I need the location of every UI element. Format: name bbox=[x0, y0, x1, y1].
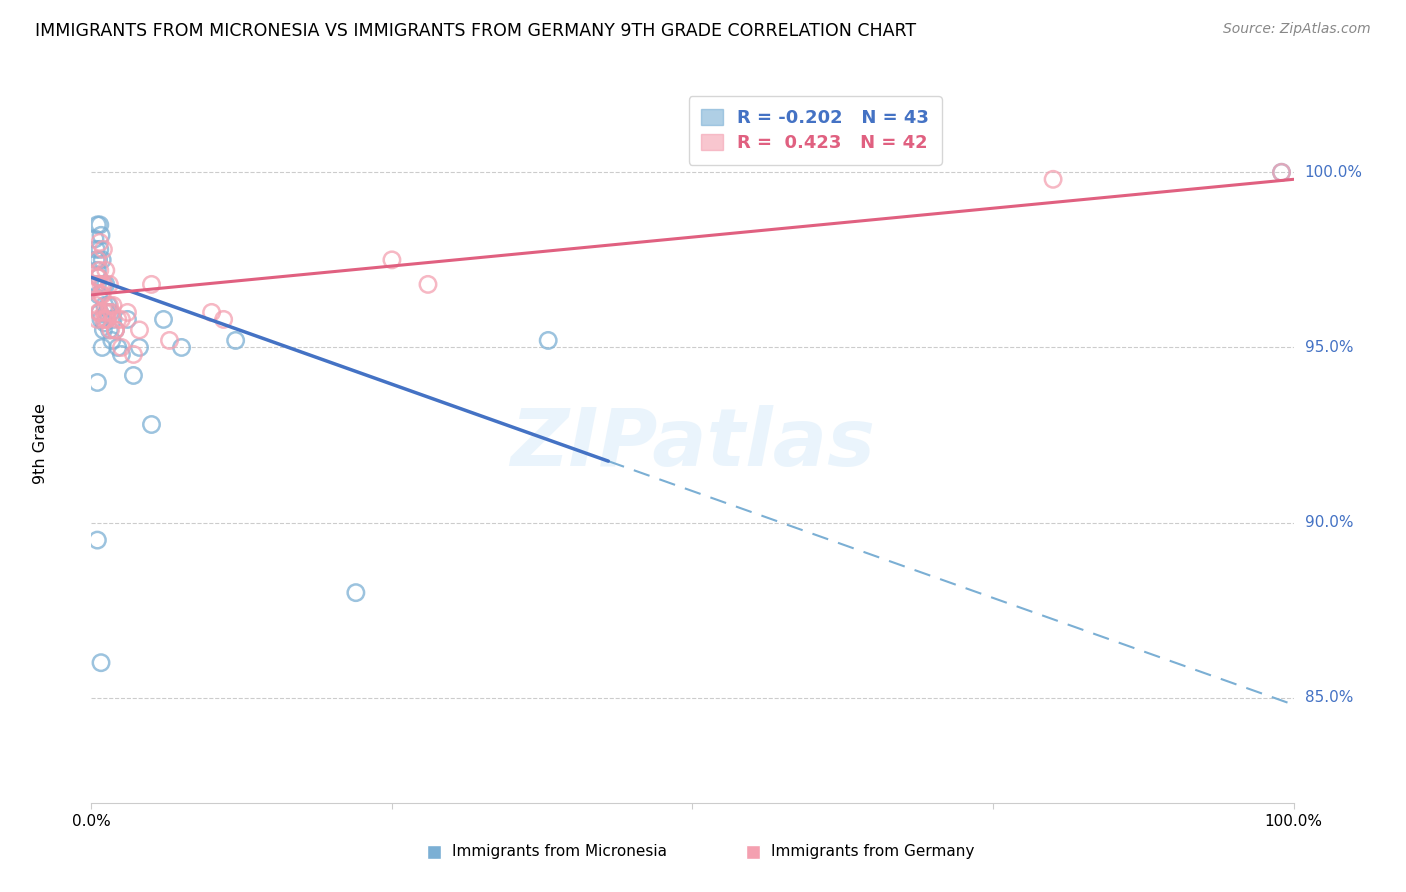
Point bbox=[86, 270, 108, 285]
Point bbox=[128, 341, 150, 355]
Point bbox=[170, 341, 193, 355]
Point bbox=[93, 323, 115, 337]
Point bbox=[90, 656, 112, 670]
Point bbox=[104, 323, 127, 337]
Point bbox=[381, 252, 404, 267]
Point bbox=[86, 533, 108, 547]
Text: 85.0%: 85.0% bbox=[1305, 690, 1353, 706]
Point bbox=[84, 232, 107, 246]
Text: 95.0%: 95.0% bbox=[1305, 340, 1353, 355]
Point bbox=[98, 277, 121, 292]
Point bbox=[416, 277, 439, 292]
Point bbox=[86, 263, 108, 277]
Point bbox=[101, 312, 124, 326]
Point bbox=[87, 252, 110, 267]
Point bbox=[104, 323, 127, 337]
Text: ZIPatlas: ZIPatlas bbox=[510, 405, 875, 483]
Point bbox=[122, 368, 145, 383]
Point bbox=[344, 585, 367, 599]
Point bbox=[152, 312, 174, 326]
Point bbox=[107, 341, 129, 355]
Point bbox=[117, 312, 139, 326]
Text: 90.0%: 90.0% bbox=[1305, 515, 1353, 530]
Point bbox=[93, 312, 115, 326]
Point bbox=[159, 334, 181, 348]
Point bbox=[98, 323, 121, 337]
Point bbox=[97, 305, 120, 319]
Point bbox=[86, 252, 108, 267]
Point bbox=[89, 263, 111, 277]
Point bbox=[90, 312, 112, 326]
Point bbox=[89, 218, 111, 232]
Point bbox=[100, 323, 122, 337]
Point bbox=[93, 316, 115, 330]
Point bbox=[110, 347, 132, 361]
Point bbox=[101, 298, 124, 312]
Point bbox=[94, 312, 117, 326]
Point bbox=[1270, 165, 1292, 179]
Point bbox=[90, 288, 112, 302]
Point bbox=[91, 341, 114, 355]
Point bbox=[87, 305, 110, 319]
Text: Immigrants from Germany: Immigrants from Germany bbox=[770, 844, 974, 859]
Text: Source: ZipAtlas.com: Source: ZipAtlas.com bbox=[1223, 22, 1371, 37]
Point bbox=[93, 243, 115, 257]
Point bbox=[201, 305, 224, 319]
Point bbox=[1270, 165, 1292, 179]
Point bbox=[107, 312, 129, 326]
Point bbox=[100, 305, 122, 319]
Point bbox=[141, 417, 163, 432]
Point bbox=[101, 305, 124, 319]
Point bbox=[89, 235, 111, 250]
Point bbox=[84, 252, 107, 267]
Point bbox=[90, 277, 112, 292]
Point bbox=[93, 305, 115, 319]
Point bbox=[101, 334, 124, 348]
Point bbox=[89, 305, 111, 319]
Point bbox=[86, 218, 108, 232]
Point bbox=[128, 323, 150, 337]
Point bbox=[87, 270, 110, 285]
Point bbox=[84, 298, 107, 312]
Point bbox=[89, 243, 111, 257]
Point bbox=[225, 334, 247, 348]
Point bbox=[86, 312, 108, 326]
Point bbox=[97, 298, 120, 312]
Point bbox=[84, 277, 107, 292]
Point bbox=[1042, 172, 1064, 186]
Point bbox=[86, 376, 108, 390]
Point bbox=[96, 312, 118, 326]
Point bbox=[93, 298, 115, 312]
Point bbox=[537, 334, 560, 348]
Point bbox=[94, 277, 117, 292]
Point bbox=[122, 347, 145, 361]
Point bbox=[89, 305, 111, 319]
Point bbox=[90, 228, 112, 243]
Text: 100.0%: 100.0% bbox=[1305, 165, 1362, 180]
Point bbox=[86, 277, 108, 292]
Point bbox=[87, 288, 110, 302]
Text: IMMIGRANTS FROM MICRONESIA VS IMMIGRANTS FROM GERMANY 9TH GRADE CORRELATION CHAR: IMMIGRANTS FROM MICRONESIA VS IMMIGRANTS… bbox=[35, 22, 917, 40]
Point bbox=[93, 277, 115, 292]
Point bbox=[98, 298, 121, 312]
Point bbox=[87, 270, 110, 285]
Point bbox=[104, 323, 127, 337]
Point bbox=[91, 252, 114, 267]
Point bbox=[94, 263, 117, 277]
Point bbox=[91, 288, 114, 302]
Point bbox=[96, 305, 118, 319]
Point bbox=[212, 312, 235, 326]
Point bbox=[110, 312, 132, 326]
Text: Immigrants from Micronesia: Immigrants from Micronesia bbox=[451, 844, 666, 859]
Point bbox=[110, 341, 132, 355]
Point bbox=[84, 243, 107, 257]
Point bbox=[117, 305, 139, 319]
Legend: R = -0.202   N = 43, R =  0.423   N = 42: R = -0.202 N = 43, R = 0.423 N = 42 bbox=[689, 96, 942, 165]
Text: 9th Grade: 9th Grade bbox=[34, 403, 48, 484]
Point bbox=[141, 277, 163, 292]
Point bbox=[93, 277, 115, 292]
